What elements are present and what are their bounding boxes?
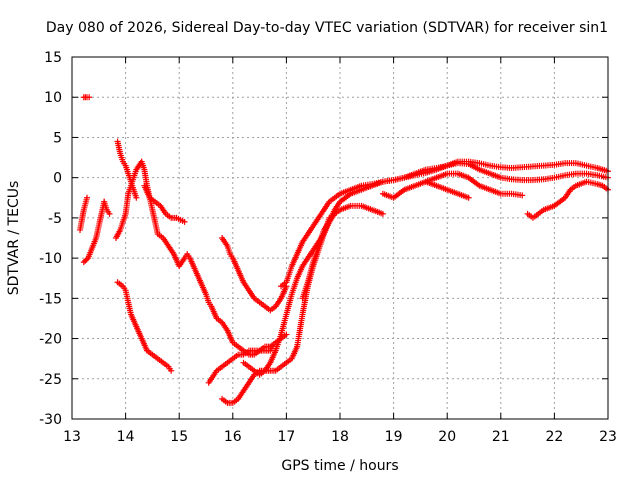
data-point xyxy=(181,218,188,225)
axis-ticks: 13 14 15 16 17 18 19 20 21 22 23 15 10 5 0 -5 -10 -15 -20 -… xyxy=(39,50,617,445)
data-points xyxy=(77,94,611,406)
series-track-f xyxy=(114,138,140,201)
series-track-c xyxy=(80,94,93,101)
series-track-n xyxy=(299,202,386,302)
series-track-g xyxy=(141,182,188,225)
x-tick-label: 19 xyxy=(385,429,403,445)
x-tick-label: 13 xyxy=(63,429,81,445)
y-tick-label: 10 xyxy=(44,90,62,106)
x-tick-label: 22 xyxy=(545,429,563,445)
data-point xyxy=(84,194,91,201)
series-track-h xyxy=(114,279,175,374)
data-point xyxy=(283,331,290,338)
series-track-j xyxy=(219,235,290,314)
y-tick-label: -25 xyxy=(39,372,62,388)
chart-title: Day 080 of 2026, Sidereal Day-to-day VTE… xyxy=(46,20,608,36)
y-tick-label: -20 xyxy=(39,332,62,348)
data-point xyxy=(379,210,386,217)
data-point xyxy=(133,194,140,201)
series-track-d xyxy=(101,198,113,217)
y-tick-label: 15 xyxy=(44,50,62,66)
series-track-b xyxy=(77,194,91,233)
series-track-m xyxy=(278,160,611,290)
x-tick-label: 23 xyxy=(599,429,617,445)
x-axis-label: GPS time / hours xyxy=(281,458,398,474)
y-tick-label: 0 xyxy=(53,171,62,187)
plot-frame xyxy=(71,56,609,420)
data-point xyxy=(86,94,93,101)
x-tick-label: 16 xyxy=(224,429,242,445)
y-tick-label: -5 xyxy=(48,211,62,227)
x-tick-label: 21 xyxy=(492,429,510,445)
series-track-o xyxy=(379,170,526,201)
x-tick-label: 20 xyxy=(438,429,456,445)
y-tick-label: 5 xyxy=(53,130,62,146)
series-track-p xyxy=(422,178,472,201)
data-point xyxy=(106,210,113,217)
x-tick-label: 15 xyxy=(170,429,188,445)
y-axis-label: SDTVAR / TECUs xyxy=(6,181,22,296)
y-tick-label: -30 xyxy=(39,412,62,428)
x-tick-label: 18 xyxy=(331,429,349,445)
data-point xyxy=(168,367,175,374)
y-tick-label: -10 xyxy=(39,251,62,267)
y-tick-label: -15 xyxy=(39,291,62,307)
x-tick-label: 14 xyxy=(117,429,135,445)
x-tick-label: 17 xyxy=(277,429,295,445)
data-point xyxy=(519,192,526,199)
grid xyxy=(72,57,608,419)
data-point xyxy=(465,194,472,201)
series-track-i xyxy=(205,331,290,386)
series-track-q xyxy=(524,178,611,221)
